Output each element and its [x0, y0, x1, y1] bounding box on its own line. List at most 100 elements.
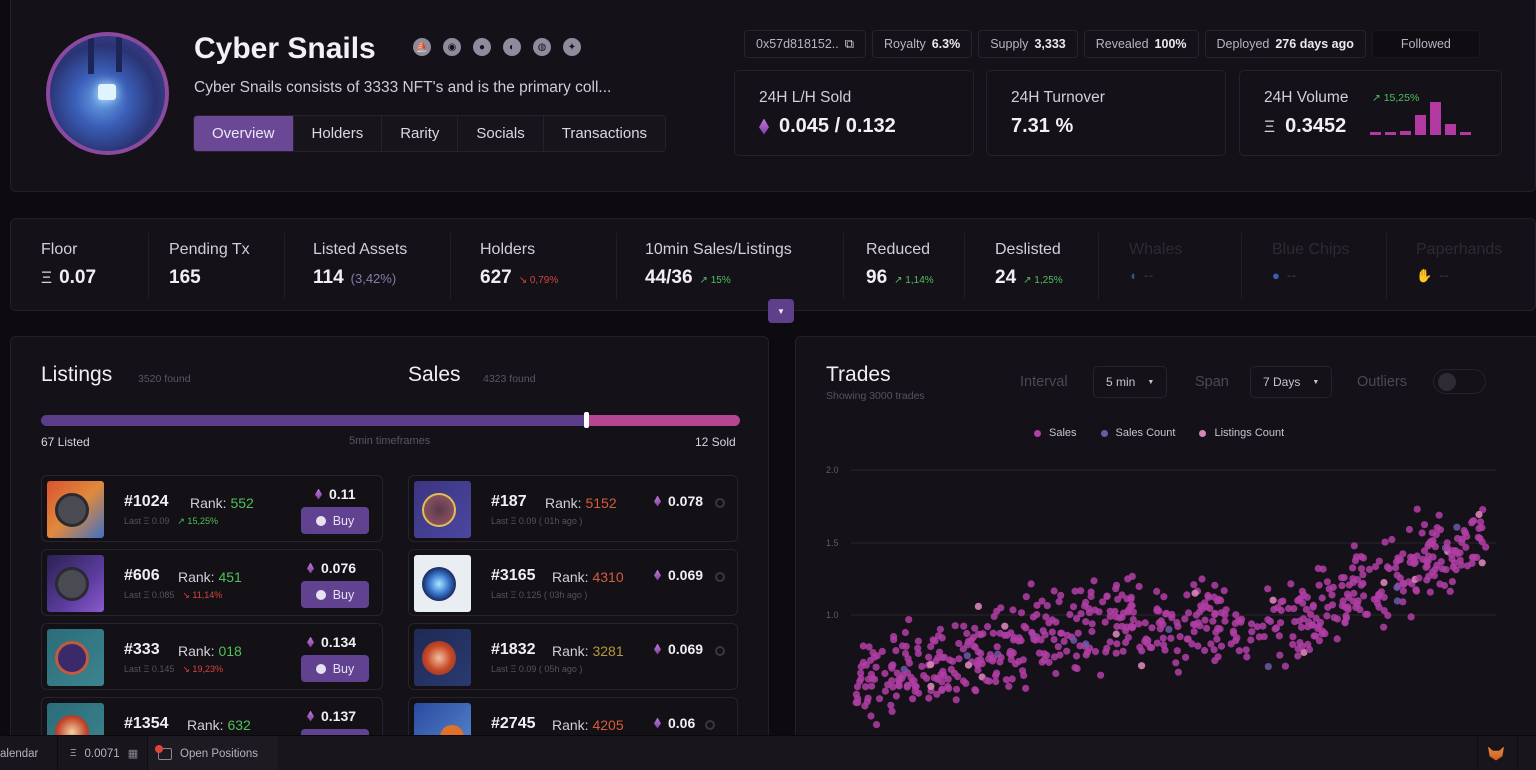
- blur-icon[interactable]: ◐: [503, 38, 521, 56]
- open-positions-button[interactable]: Open Positions: [148, 736, 278, 770]
- trade-point: [1412, 586, 1420, 594]
- trade-point: [1323, 612, 1331, 620]
- followed-button[interactable]: Followed: [1371, 30, 1480, 58]
- x2y2-icon[interactable]: ●: [473, 38, 491, 56]
- trade-point: [1042, 613, 1050, 621]
- trade-point: [1407, 613, 1415, 621]
- royalty-value: 6.3%: [931, 37, 961, 51]
- trade-point: [1207, 640, 1215, 648]
- sale-card[interactable]: #187 Rank: 5152 Last Ξ 0.09 ( 01h ago ) …: [408, 475, 738, 542]
- trade-point: [996, 629, 1004, 637]
- listing-card[interactable]: #333 Rank: 018 Last Ξ 0.145 ↘ 19,23% 0.13…: [41, 623, 383, 690]
- trade-point: [1234, 617, 1243, 625]
- legend-sales-count[interactable]: Sales Count: [1100, 427, 1175, 439]
- interval-dropdown[interactable]: 5 min ▼: [1093, 366, 1168, 398]
- trade-point: [1194, 619, 1202, 627]
- contract-address-chip[interactable]: 0x57d818152.. ⧉: [744, 30, 867, 58]
- turnover-label: 24H Turnover: [1011, 89, 1105, 106]
- buy-button[interactable]: Buy: [301, 581, 369, 608]
- buy-button[interactable]: Buy: [301, 507, 369, 534]
- timeframe-label: 5min timeframes: [349, 435, 431, 447]
- legend-sales[interactable]: Sales: [1034, 427, 1077, 439]
- trade-point: [1201, 616, 1209, 624]
- deployed-label: Deployed: [1216, 37, 1270, 51]
- gas-price[interactable]: Ξ 0.0071 ▦: [70, 747, 139, 761]
- trade-point: [1153, 639, 1161, 647]
- trade-point: [1172, 659, 1180, 667]
- sale-card[interactable]: #1832 Rank: 3281 Last Ξ 0.09 ( 05h ago )…: [408, 623, 738, 690]
- blue-chip-icon: ●: [1272, 268, 1280, 283]
- listing-card[interactable]: #606 Rank: 451 Last Ξ 0.085 ↘ 11,14% 0.07…: [41, 549, 383, 616]
- trade-point: [1324, 603, 1332, 611]
- trade-point: [1022, 684, 1030, 692]
- trade-point: [881, 687, 889, 695]
- trade-point: [1213, 635, 1221, 643]
- collection-tabs: Overview Holders Rarity Socials Transact…: [193, 115, 667, 152]
- trade-point: [1277, 606, 1285, 614]
- buy-button[interactable]: Buy: [301, 655, 369, 682]
- trade-point: [1405, 525, 1413, 534]
- tab-transactions[interactable]: Transactions: [561, 125, 648, 142]
- trade-point: [1153, 587, 1161, 595]
- trade-point: [953, 685, 961, 693]
- tab-rarity[interactable]: Rarity: [382, 116, 459, 151]
- tab-overview[interactable]: Overview: [194, 116, 294, 151]
- trade-point: [1304, 640, 1312, 648]
- trade-point: [893, 669, 901, 677]
- external-link-icon[interactable]: ⧉: [844, 36, 855, 51]
- metamask-wallet-button[interactable]: [1488, 736, 1504, 770]
- trade-point: [1381, 538, 1389, 546]
- volume-change: ↗ 15,25%: [1372, 92, 1420, 104]
- calendar-button[interactable]: alendar: [0, 747, 39, 760]
- listing-card[interactable]: #1024 Rank: 552 Last Ξ 0.09 ↗ 15,25% 0.11…: [41, 475, 383, 542]
- trade-point: [1144, 636, 1152, 644]
- trade-point: [1191, 589, 1199, 597]
- legend-listings-count[interactable]: Listings Count: [1199, 427, 1284, 439]
- trade-point: [914, 649, 922, 657]
- website-icon[interactable]: ◍: [533, 38, 551, 56]
- trade-point: [901, 628, 909, 637]
- trade-point: [1160, 641, 1168, 649]
- looksrare-icon[interactable]: ◉: [443, 38, 461, 56]
- span-dropdown[interactable]: 7 Days ▼: [1250, 366, 1333, 398]
- trade-point: [1160, 593, 1168, 601]
- outliers-toggle[interactable]: [1433, 369, 1486, 394]
- trade-point: [1063, 631, 1071, 639]
- twitter-icon[interactable]: ✦: [563, 38, 581, 56]
- trade-point: [1473, 553, 1481, 561]
- trade-point: [862, 661, 870, 669]
- trade-point: [1069, 603, 1078, 611]
- trade-point: [1360, 592, 1368, 600]
- chevron-down-icon: ▼: [777, 306, 785, 316]
- trade-point: [1060, 637, 1068, 645]
- opensea-icon: [315, 589, 326, 600]
- trade-point: [1281, 662, 1289, 670]
- tab-holders[interactable]: Holders: [294, 116, 383, 151]
- eth-icon: [307, 562, 314, 574]
- trade-point: [1214, 653, 1222, 661]
- ratio-slider-handle[interactable]: [584, 412, 589, 428]
- trade-point: [898, 674, 906, 683]
- opensea-icon[interactable]: ⛵: [413, 38, 431, 56]
- trade-point: [1479, 506, 1487, 514]
- expand-stats-button[interactable]: ▼: [768, 299, 794, 323]
- revealed-chip: Revealed 100%: [1083, 30, 1199, 58]
- tab-socials[interactable]: Socials: [458, 116, 544, 151]
- trade-point: [1073, 615, 1081, 623]
- trades-scatter-plot[interactable]: 2.0 1.5 1.0: [796, 457, 1536, 757]
- opensea-icon: [315, 515, 326, 526]
- hand-icon: ✋: [1416, 268, 1433, 283]
- trade-point: [936, 625, 944, 633]
- trade-point: [1008, 675, 1016, 683]
- trade-point: [1353, 576, 1362, 584]
- sale-card[interactable]: #3165 Rank: 4310 Last Ξ 0.125 ( 03h ago …: [408, 549, 738, 616]
- trade-point: [926, 661, 935, 669]
- trade-point: [1365, 565, 1373, 573]
- caret-down-icon: ▼: [1147, 378, 1155, 386]
- trade-point: [1380, 607, 1388, 615]
- trade-point: [907, 673, 915, 681]
- trade-point: [970, 642, 978, 650]
- trade-point: [1309, 601, 1317, 609]
- trade-point: [1106, 638, 1114, 646]
- trade-point: [1135, 620, 1143, 628]
